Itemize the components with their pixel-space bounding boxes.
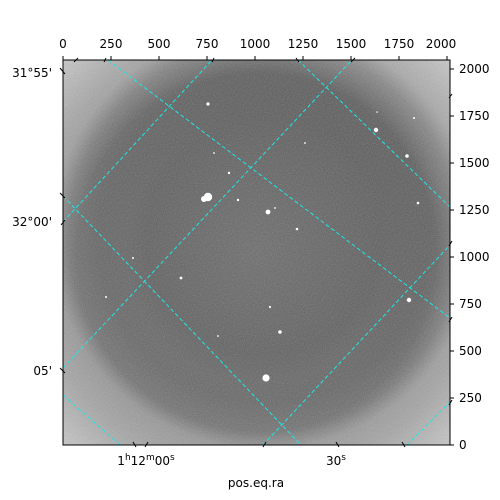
- coordinate-grid: [63, 60, 450, 445]
- top-tick-label: 1750: [384, 37, 415, 51]
- right-tick-label: 1000: [459, 250, 490, 264]
- top-tick-label: 2000: [426, 37, 457, 51]
- right-tick-label: 1500: [459, 156, 490, 170]
- star: [179, 276, 183, 280]
- star: [265, 209, 271, 215]
- left-tick-labels: 31°55' 32°00' 05': [12, 66, 52, 378]
- bottom-tick-label-ra-2: 30s: [326, 453, 346, 468]
- left-tick-label: 31°55': [12, 66, 52, 80]
- top-tick-label: 1000: [240, 37, 271, 51]
- grid-line: [262, 244, 450, 445]
- star: [295, 227, 299, 231]
- star: [406, 297, 412, 303]
- grid-line: [63, 60, 353, 369]
- right-tick-label: 250: [459, 391, 482, 405]
- noise-overlay: [63, 60, 450, 445]
- grid-line: [297, 60, 450, 208]
- star: [413, 117, 415, 119]
- star: [278, 330, 282, 334]
- star: [416, 201, 420, 205]
- right-tick-label: 500: [459, 344, 482, 358]
- star: [236, 198, 240, 202]
- right-tick-label: 750: [459, 297, 482, 311]
- bottom-axis: [132, 441, 406, 448]
- stars: [105, 102, 420, 382]
- right-tick-labels: 0 250 500 750 1000 1250 1500 1750 2000: [459, 62, 490, 452]
- star: [376, 111, 378, 113]
- star: [274, 207, 276, 209]
- star: [201, 196, 207, 202]
- right-tick-label: 1750: [459, 109, 490, 123]
- bottom-tick-label-ra-1: 1h12m00s: [117, 453, 175, 468]
- star: [213, 152, 215, 154]
- top-tick-labels: 0 250 500 750 1000 1250 1500 1750 2000: [59, 37, 456, 51]
- image-area: [62, 59, 451, 446]
- star: [206, 102, 210, 106]
- star: [217, 335, 219, 337]
- bottom-tick-labels: 1h12m00s 30s: [117, 453, 346, 468]
- star: [132, 257, 134, 259]
- right-tick-label: 2000: [459, 62, 490, 76]
- right-tick-label: 1250: [459, 203, 490, 217]
- top-tick-label: 500: [148, 37, 171, 51]
- top-tick-label: 250: [100, 37, 123, 51]
- grid-line: [63, 195, 302, 445]
- axes-frame: [62, 59, 451, 446]
- star: [227, 171, 231, 175]
- top-tick-label: 1250: [288, 37, 319, 51]
- top-tick-label: 1500: [336, 37, 367, 51]
- right-axis: [448, 68, 454, 446]
- top-axis: [62, 56, 448, 63]
- star: [304, 142, 306, 144]
- x-axis-label: pos.eq.ra: [228, 476, 284, 490]
- top-tick-label: 0: [59, 37, 67, 51]
- star: [262, 374, 270, 382]
- top-tick-label: 750: [196, 37, 219, 51]
- grid-line: [63, 60, 213, 223]
- star: [268, 305, 272, 309]
- grid-line: [406, 401, 450, 445]
- star: [373, 127, 379, 133]
- star: [405, 154, 409, 158]
- left-tick-label: 32°00': [12, 215, 52, 229]
- star: [105, 296, 107, 298]
- left-axis: [59, 67, 66, 374]
- left-tick-label: 05': [33, 364, 52, 378]
- right-tick-label: 0: [459, 438, 467, 452]
